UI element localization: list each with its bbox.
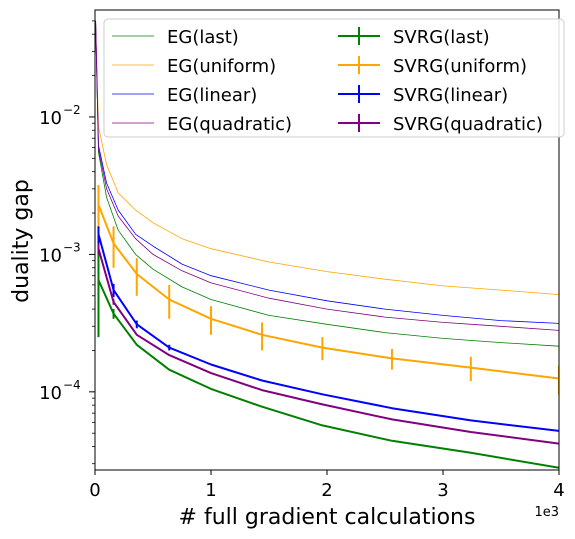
x-tick-label: 4 (553, 480, 564, 501)
y-tick-label: 10 (39, 245, 62, 266)
legend-label: SVRG(last) (393, 27, 490, 48)
series-line-1 (95, 20, 559, 295)
legend-label: EG(last) (167, 27, 239, 48)
x-tick-label: 2 (321, 480, 332, 501)
series-line-7 (97, 248, 559, 445)
series-line-3 (95, 20, 559, 331)
legend-label: SVRG(linear) (393, 85, 508, 106)
x-tick-label: 1 (205, 480, 216, 501)
series-line-6 (97, 234, 559, 432)
y-tick-exponent: −4 (63, 378, 81, 392)
legend-label: EG(uniform) (167, 56, 276, 77)
legend-label: EG(linear) (167, 85, 257, 106)
x-offset-label: 1e3 (534, 505, 559, 520)
series-line-4 (97, 279, 559, 469)
y-tick-label: 10 (39, 108, 62, 129)
legend-label: SVRG(uniform) (393, 56, 527, 77)
y-tick-exponent: −3 (63, 240, 81, 254)
series-line-5 (97, 204, 559, 380)
series-line-2 (95, 20, 559, 324)
series-layer (95, 20, 559, 469)
x-ticks: 0 1 2 3 4 (89, 470, 565, 501)
x-tick-label: 3 (437, 480, 448, 501)
series-line-0 (95, 20, 559, 347)
y-tick-label: 10 (39, 383, 62, 404)
y-tick-exponent: −2 (63, 103, 81, 117)
y-ticks: 10−410−310−2 (39, 20, 95, 465)
x-tick-label: 0 (89, 480, 100, 501)
y-axis-label: duality gap (9, 179, 34, 303)
legend-label: SVRG(quadratic) (393, 114, 543, 135)
legend-box (103, 18, 565, 138)
legend-label: EG(quadratic) (167, 114, 292, 135)
legend: EG(last) EG(uniform) EG(linear) EG(quadrati… (103, 18, 565, 138)
x-axis-label: # full gradient calculations (179, 505, 476, 530)
